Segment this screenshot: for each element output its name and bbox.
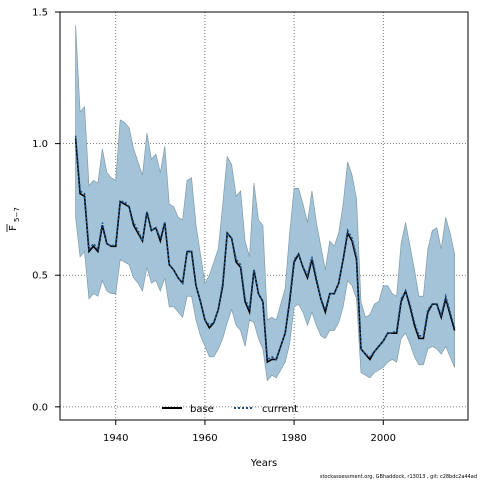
series-line-current [74,135,456,361]
legend: base current [162,404,298,415]
y-axis-title-subscript: 5−7 [13,207,21,222]
x-axis-title: Years [250,458,277,469]
axis-ticks: 0.0 0.5 1.0 1.5 1940 1960 1980 2000 [32,8,396,445]
series-line-base [74,138,456,364]
y-axis-title: F 5−7 [6,207,21,232]
footnote: stockassessment.org, GBhaddock, r13013 ,… [320,474,477,480]
y-axis-title-main: F [8,225,19,231]
series-lines [74,135,456,364]
x-tick-label: 1980 [281,433,306,444]
x-tick-label: 1960 [192,433,217,444]
confidence-band [75,25,455,382]
y-tick-label: 0.5 [32,271,48,282]
y-tick-label: 0.0 [32,402,48,413]
confidence-band-area [75,25,455,382]
legend-current-label: current [262,404,298,415]
x-tick-label: 1940 [103,433,128,444]
plot-frame [59,11,469,421]
y-tick-label: 1.0 [32,139,48,150]
y-tick-label: 1.5 [32,8,48,19]
x-tick-label: 2000 [371,433,396,444]
legend-base-label: base [190,404,214,415]
